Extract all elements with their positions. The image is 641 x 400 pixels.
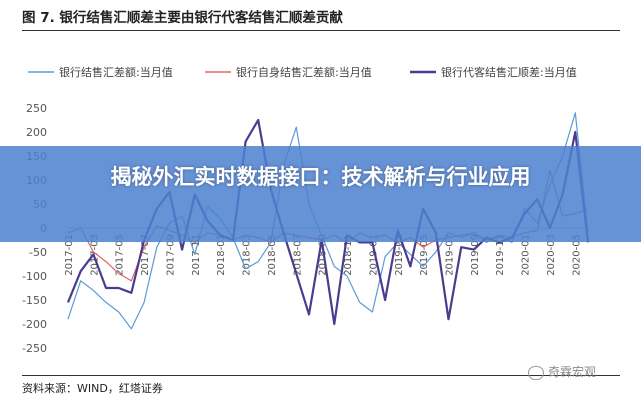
- y-tick-label: -200: [22, 318, 47, 331]
- x-tick-label: 2017-03: [89, 234, 100, 276]
- x-tick-label: 2018-03: [242, 234, 253, 276]
- x-tick-label: 2020-01: [521, 234, 532, 276]
- x-tick-label: 2020-03: [546, 234, 557, 276]
- x-tick-label: 2017-07: [140, 234, 151, 276]
- wechat-icon: [528, 365, 544, 380]
- y-tick-label: -250: [22, 342, 47, 355]
- y-tick-label: 200: [26, 126, 47, 139]
- watermark: 奇霖宏观: [528, 363, 596, 380]
- x-tick-label: 2019-07: [444, 234, 455, 276]
- x-tick-label: 2019-01: [368, 234, 379, 276]
- x-tick-label: 2017-11: [191, 234, 202, 276]
- x-tick-label: 2018-05: [267, 234, 278, 276]
- x-tick-label: 2018-11: [343, 234, 354, 276]
- x-tick-label: 2019-09: [470, 234, 481, 276]
- x-tick-label: 2017-09: [165, 234, 176, 276]
- x-tick-label: 2020-05: [571, 234, 582, 276]
- footer-rule: [22, 375, 620, 376]
- overlay-banner-text: 揭秘外汇实时数据接口：技术解析与行业应用: [110, 165, 531, 189]
- x-tick-label: 2019-11: [495, 234, 506, 276]
- source-note: 资料来源：WIND，红塔证券: [22, 382, 163, 395]
- x-tick-label: 2019-03: [394, 234, 405, 276]
- y-tick-label: -50: [29, 246, 47, 259]
- x-tick-label: 2018-07: [292, 234, 303, 276]
- figure-title: 图 7. 银行结售汇顺差主要由银行代客结售汇顺差贡献: [22, 10, 343, 26]
- x-tick-label: 2018-01: [216, 234, 227, 276]
- legend-label: 银行自身结售汇差额:当月值: [236, 65, 372, 79]
- title-rule: [22, 30, 620, 31]
- y-tick-label: -150: [22, 294, 47, 307]
- legend-label: 银行结售汇差额:当月值: [59, 65, 173, 79]
- legend-label: 银行代客结售汇顺差:当月值: [441, 65, 577, 79]
- watermark-text: 奇霖宏观: [548, 365, 597, 379]
- x-tick-label: 2019-05: [419, 234, 430, 276]
- y-tick-label: 250: [26, 102, 47, 115]
- y-tick-label: -100: [22, 270, 47, 283]
- x-tick-label: 2017-05: [115, 234, 126, 276]
- overlay-banner: [0, 146, 641, 242]
- x-tick-label: 2017-01: [64, 234, 75, 276]
